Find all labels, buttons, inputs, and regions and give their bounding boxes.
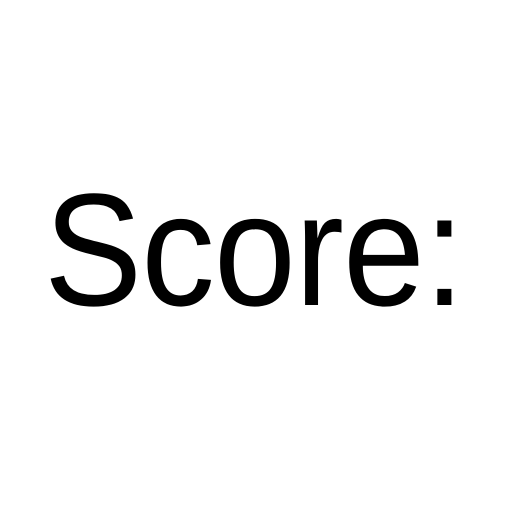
- score-label: Score:: [44, 160, 465, 339]
